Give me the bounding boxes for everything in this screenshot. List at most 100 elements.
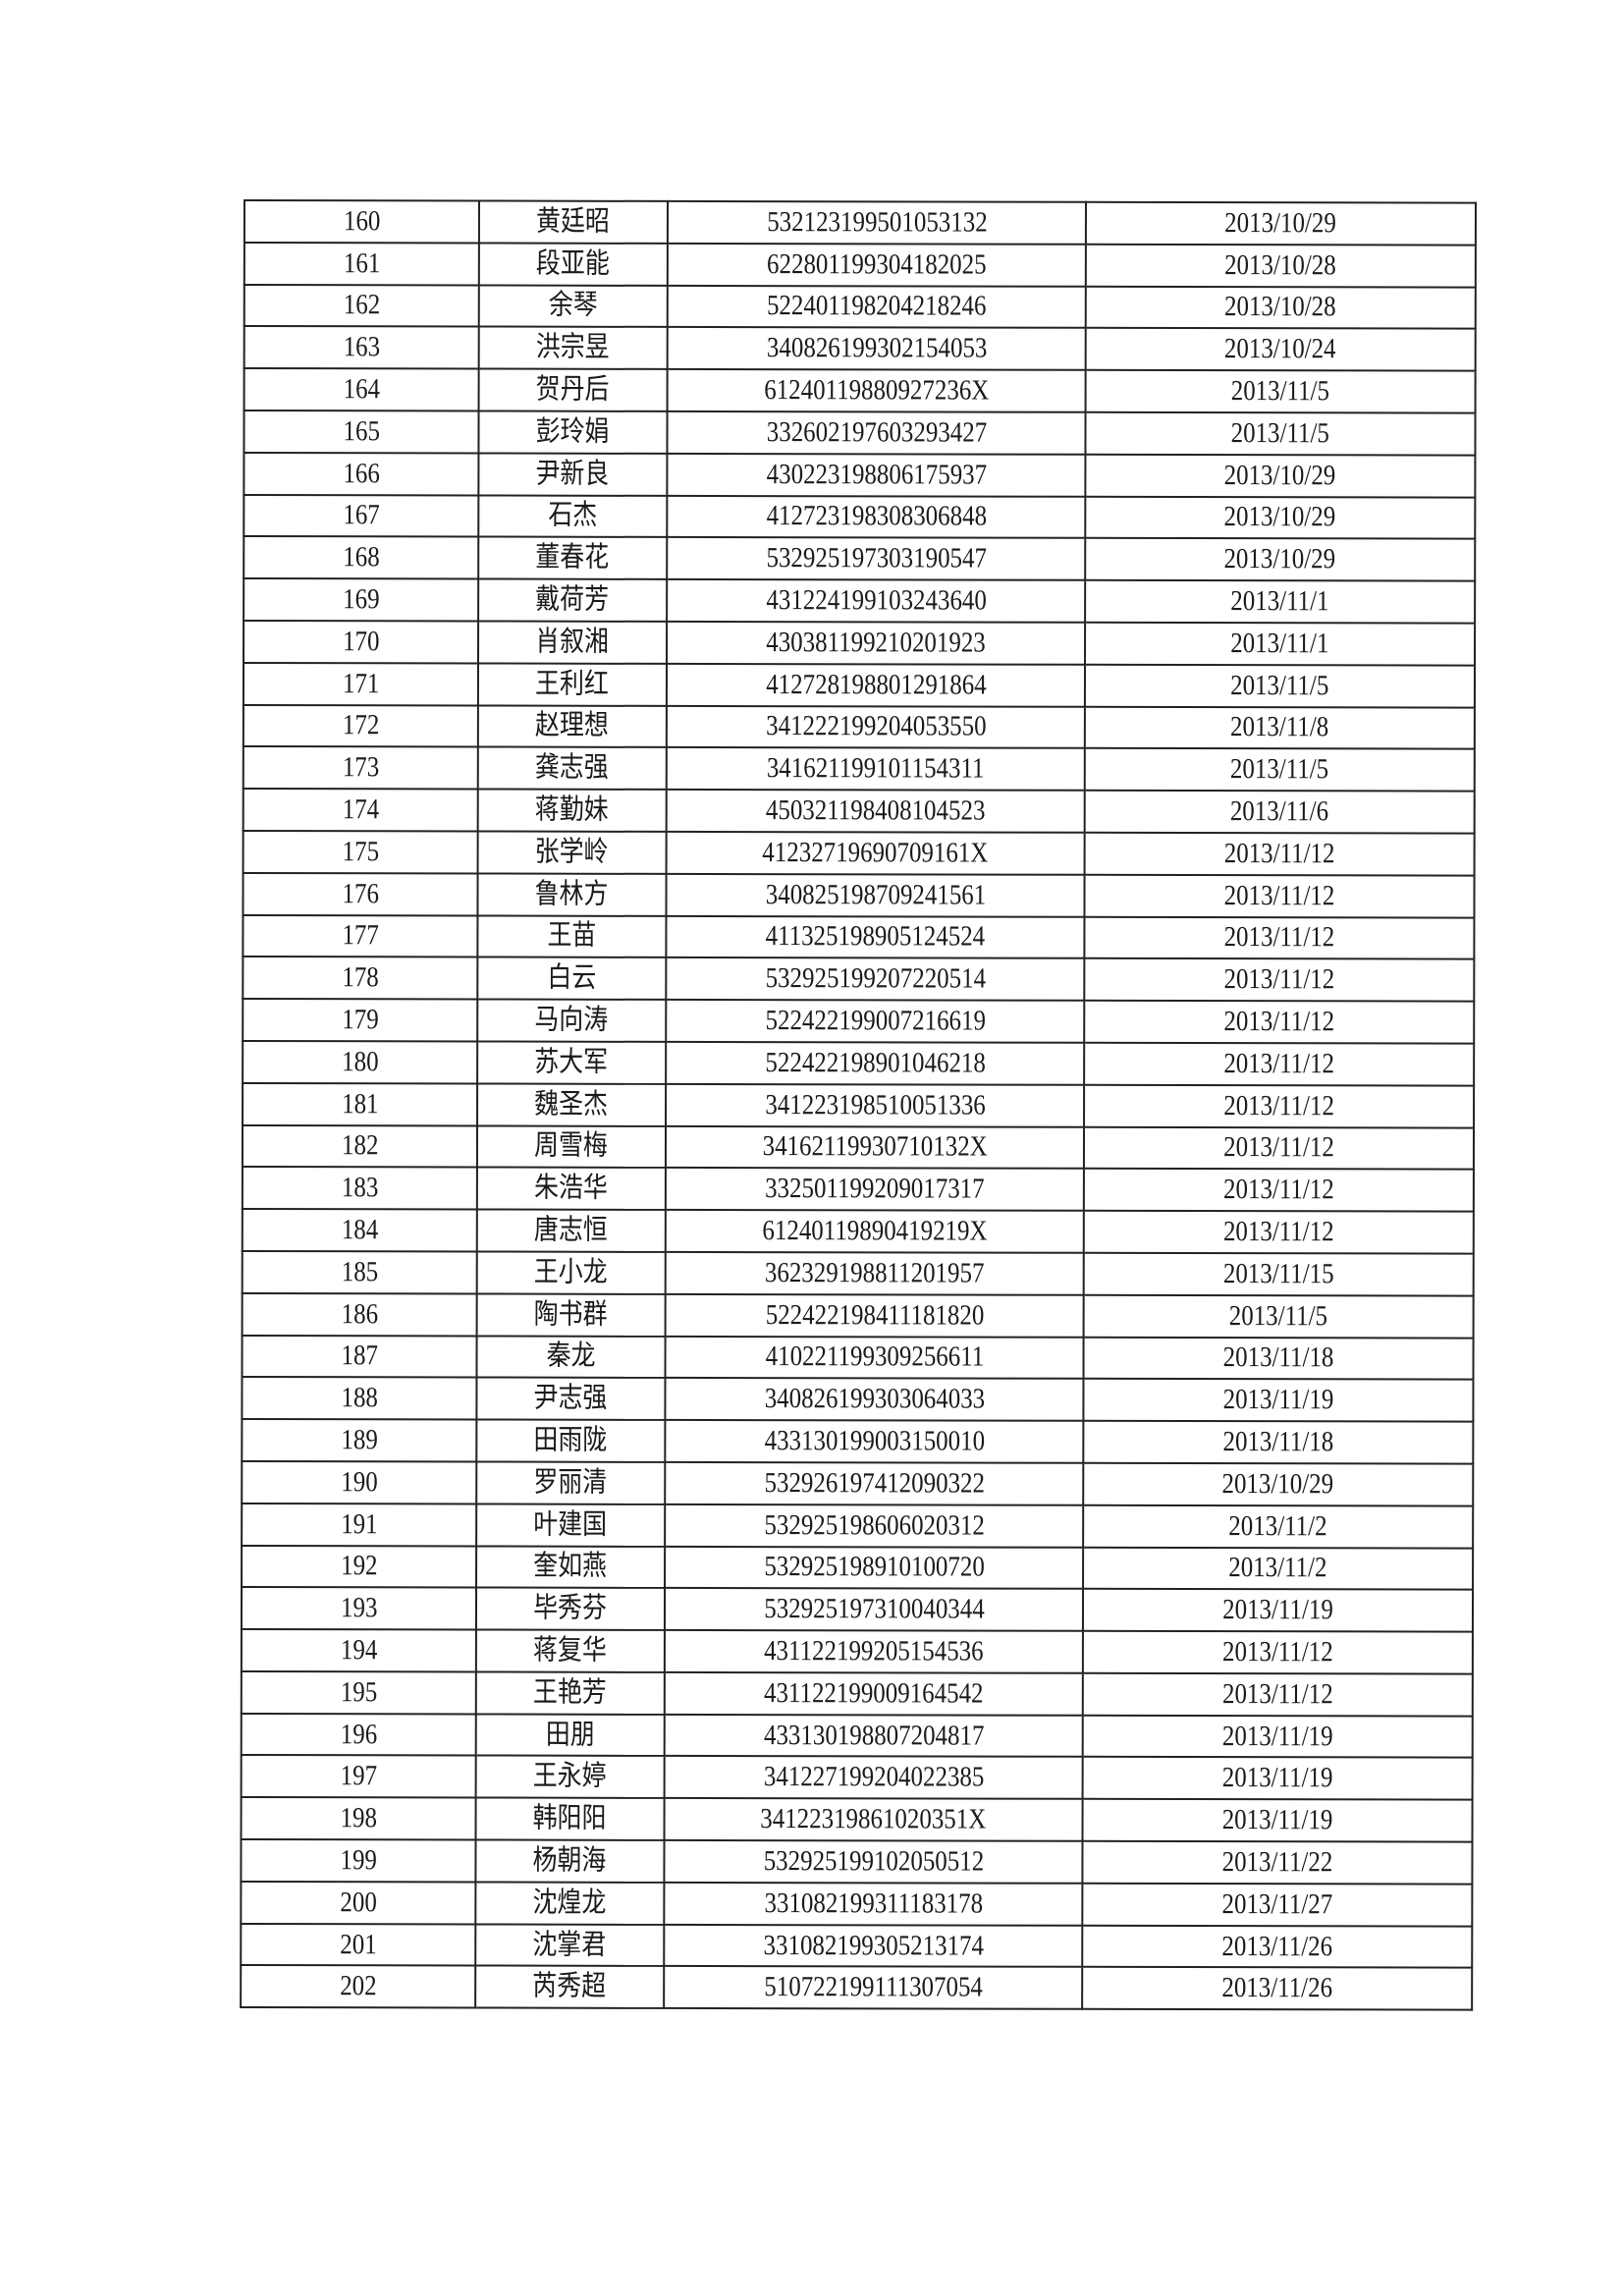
table-row: 176 鲁林方 340825198709241561 2013/11/12 [243, 872, 1475, 918]
row-number-text: 186 [341, 1297, 378, 1330]
date-text: 2013/10/28 [1224, 248, 1337, 282]
row-number-text: 180 [341, 1046, 379, 1078]
name-cell: 周雪梅 [476, 1125, 667, 1169]
date-cell: 2013/11/5 [1084, 664, 1476, 708]
table-row: 161 段亚能 622801199304182025 2013/10/28 [243, 242, 1476, 288]
name-cell: 魏圣杰 [477, 1083, 667, 1126]
id-number-cell: 332602197603293427 [667, 410, 1086, 455]
name-text: 韩阳阳 [533, 1802, 607, 1834]
name-cell: 奎如燕 [476, 1545, 666, 1589]
date-text: 2013/11/12 [1221, 1677, 1333, 1711]
table-row: 190 罗丽清 532926197412090322 2013/10/29 [242, 1460, 1474, 1506]
name-text: 王艳芳 [533, 1676, 608, 1709]
name-cell: 蒋勤妹 [477, 789, 667, 832]
row-number-text: 190 [341, 1466, 378, 1499]
date-text: 2013/11/12 [1222, 1216, 1334, 1248]
row-number-text: 173 [342, 751, 380, 784]
date-cell: 2013/11/6 [1084, 790, 1475, 834]
date-cell: 2013/11/12 [1084, 874, 1475, 918]
date-text: 2013/11/5 [1228, 1299, 1328, 1332]
table-row: 177 王苗 411325198905124524 2013/11/12 [243, 914, 1475, 959]
date-text: 2013/11/12 [1222, 1174, 1334, 1206]
roster-table-body: 160 黄廷昭 532123199501053132 2013/10/29 161 段亚能… [241, 200, 1476, 2010]
table-row: 193 毕秀芬 532925197310040344 2013/11/19 [241, 1587, 1474, 1632]
name-text: 黄廷昭 [536, 205, 611, 238]
date-cell: 2013/11/5 [1085, 411, 1476, 456]
date-text: 2013/11/19 [1222, 1384, 1334, 1416]
name-text: 魏圣杰 [534, 1088, 609, 1121]
date-text: 2013/11/2 [1228, 1509, 1327, 1542]
date-cell: 2013/11/5 [1085, 369, 1476, 413]
row-number-cell: 194 [241, 1629, 476, 1672]
date-cell: 2013/11/12 [1084, 916, 1475, 959]
name-cell: 秦龙 [476, 1336, 666, 1379]
id-number-text: 341222199204053550 [765, 710, 987, 743]
id-number-cell: 411325198905124524 [666, 915, 1085, 959]
table-row: 165 彭玲娟 332602197603293427 2013/11/5 [243, 410, 1476, 456]
row-number-text: 176 [342, 877, 379, 909]
row-number-cell: 173 [243, 746, 478, 790]
table-row: 196 田朋 433130198807204817 2013/11/19 [241, 1713, 1473, 1759]
name-text: 毕秀芬 [533, 1592, 608, 1624]
date-text: 2013/11/12 [1223, 1131, 1334, 1164]
name-cell: 蒋复华 [475, 1629, 665, 1672]
row-number-cell: 185 [242, 1250, 477, 1294]
row-number-cell: 172 [243, 704, 478, 747]
id-number-cell: 532925198606020312 [665, 1503, 1084, 1548]
date-text: 2013/11/19 [1222, 1594, 1333, 1626]
id-number-text: 430223198806175937 [766, 458, 987, 491]
date-text: 2013/11/18 [1222, 1341, 1334, 1374]
name-text: 鲁林方 [535, 878, 609, 910]
row-number-cell: 200 [241, 1881, 476, 1925]
id-number-text: 61240119880927236X [764, 374, 990, 407]
date-cell: 2013/10/29 [1085, 201, 1476, 246]
name-cell: 肖叙湘 [478, 621, 668, 664]
row-number-cell: 176 [243, 872, 478, 916]
date-cell: 2013/11/18 [1083, 1337, 1474, 1380]
date-text: 2013/11/22 [1221, 1846, 1333, 1879]
id-number-text: 522422198411181820 [765, 1298, 984, 1332]
date-text: 2013/11/5 [1230, 416, 1330, 450]
table-row: 197 王永婷 341227199204022385 2013/11/19 [241, 1755, 1473, 1800]
date-text: 2013/10/29 [1224, 459, 1336, 492]
id-number-cell: 341621199101154311 [666, 747, 1085, 791]
date-cell: 2013/11/22 [1082, 1840, 1473, 1885]
table-row: 202 芮秀超 510722199111307054 2013/11/26 [241, 1965, 1473, 2010]
date-cell: 2013/11/19 [1082, 1799, 1473, 1842]
row-number-cell: 202 [241, 1965, 476, 2008]
id-number-text: 622801199304182025 [767, 247, 987, 281]
name-cell: 彭玲娟 [478, 410, 668, 454]
row-number-text: 183 [341, 1172, 379, 1204]
name-text: 尹志强 [533, 1382, 608, 1414]
date-text: 2013/11/27 [1221, 1887, 1333, 1921]
id-number-text: 331082199311183178 [764, 1886, 983, 1920]
name-cell: 王苗 [477, 915, 667, 958]
date-text: 2013/11/6 [1230, 795, 1329, 828]
date-cell: 2013/11/2 [1083, 1504, 1474, 1549]
id-number-text: 412723198308306848 [766, 500, 987, 533]
id-number-cell: 34162119930710132X [665, 1125, 1085, 1170]
table-row: 198 韩阳阳 34122319861020351X 2013/11/19 [241, 1797, 1473, 1842]
row-number-text: 188 [341, 1382, 378, 1414]
row-number-text: 192 [340, 1550, 378, 1582]
date-text: 2013/11/12 [1223, 921, 1335, 954]
name-text: 田雨陇 [533, 1424, 608, 1456]
id-number-cell: 341223198510051336 [666, 1083, 1085, 1127]
row-number-text: 178 [342, 961, 379, 994]
row-number-cell: 170 [243, 620, 479, 664]
id-number-text: 61240119890419219X [762, 1215, 988, 1247]
row-number-cell: 160 [243, 200, 479, 244]
table-row: 167 石杰 412723198308306848 2013/10/29 [243, 494, 1476, 540]
row-number-cell: 168 [243, 536, 479, 579]
row-number-text: 189 [341, 1424, 378, 1456]
name-text: 尹新良 [535, 458, 610, 490]
date-text: 2013/11/12 [1223, 1006, 1335, 1038]
date-text: 2013/10/24 [1224, 333, 1337, 365]
row-number-text: 193 [340, 1592, 378, 1624]
date-text: 2013/11/18 [1222, 1426, 1334, 1458]
name-cell: 龚志强 [477, 746, 667, 791]
row-number-text: 191 [340, 1507, 378, 1540]
date-text: 2013/11/5 [1230, 375, 1330, 408]
date-cell: 2013/11/12 [1084, 1084, 1475, 1128]
id-number-cell: 340826199303064033 [665, 1378, 1084, 1421]
